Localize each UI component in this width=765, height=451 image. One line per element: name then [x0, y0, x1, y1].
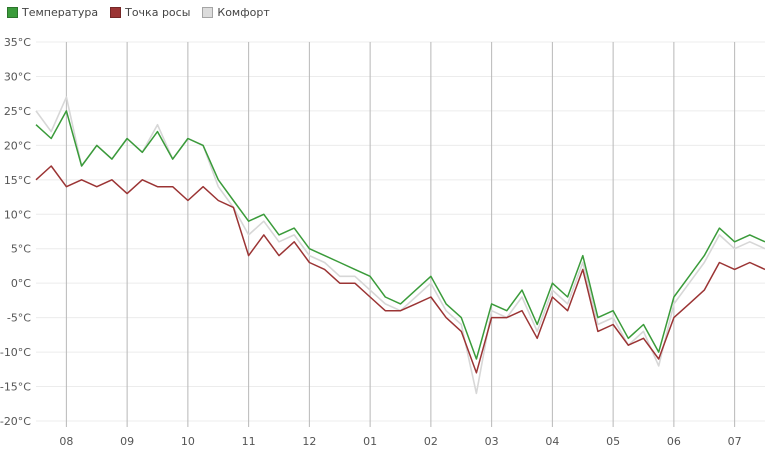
x-tick-label: 12	[302, 435, 316, 448]
x-tick-label: 04	[545, 435, 559, 448]
legend-label-comfort: Комфорт	[217, 5, 270, 19]
series-line-temperature	[35, 110, 765, 360]
y-tick-label: 10°C	[4, 208, 31, 221]
legend-swatch-dew-point	[110, 6, 122, 18]
x-tick-label: 02	[424, 435, 438, 448]
legend-label-dew-point: Точка росы	[125, 5, 191, 19]
legend-label-temperature: Температура	[22, 5, 99, 19]
series-line-dew-point	[35, 165, 765, 374]
series-line-comfort	[35, 96, 765, 395]
y-tick-label: 20°C	[4, 139, 31, 152]
x-tick-label: 09	[120, 435, 134, 448]
x-tick-label: 11	[242, 435, 256, 448]
legend-item-temperature[interactable]: Температура	[7, 6, 98, 19]
y-tick-label: 30°C	[4, 70, 31, 83]
legend-swatch-temperature	[7, 6, 18, 18]
x-tick-label: 10	[181, 435, 195, 448]
y-tick-label: -10°C	[0, 346, 31, 359]
y-tick-label: 5°C	[11, 243, 31, 256]
y-tick-label: -5°C	[7, 312, 31, 325]
chart-legend: Температура Точка росы Комфорт	[7, 4, 282, 20]
legend-swatch-comfort	[202, 6, 214, 18]
y-tick-label: 0°C	[11, 277, 31, 290]
y-tick-label: 25°C	[4, 105, 31, 118]
x-tick-label: 03	[485, 435, 499, 448]
y-tick-label: -20°C	[0, 415, 31, 428]
x-tick-label: 06	[667, 435, 681, 448]
legend-item-comfort[interactable]: Комфорт	[202, 5, 270, 19]
y-tick-label: 35°C	[4, 36, 31, 49]
x-tick-label: 05	[606, 435, 620, 448]
x-tick-label: 01	[363, 435, 377, 448]
legend-item-dew-point[interactable]: Точка росы	[110, 6, 190, 19]
y-tick-label: 15°C	[4, 174, 31, 187]
x-tick-label: 07	[728, 435, 742, 448]
x-tick-label: 08	[59, 435, 73, 448]
y-tick-label: -15°C	[0, 381, 31, 394]
